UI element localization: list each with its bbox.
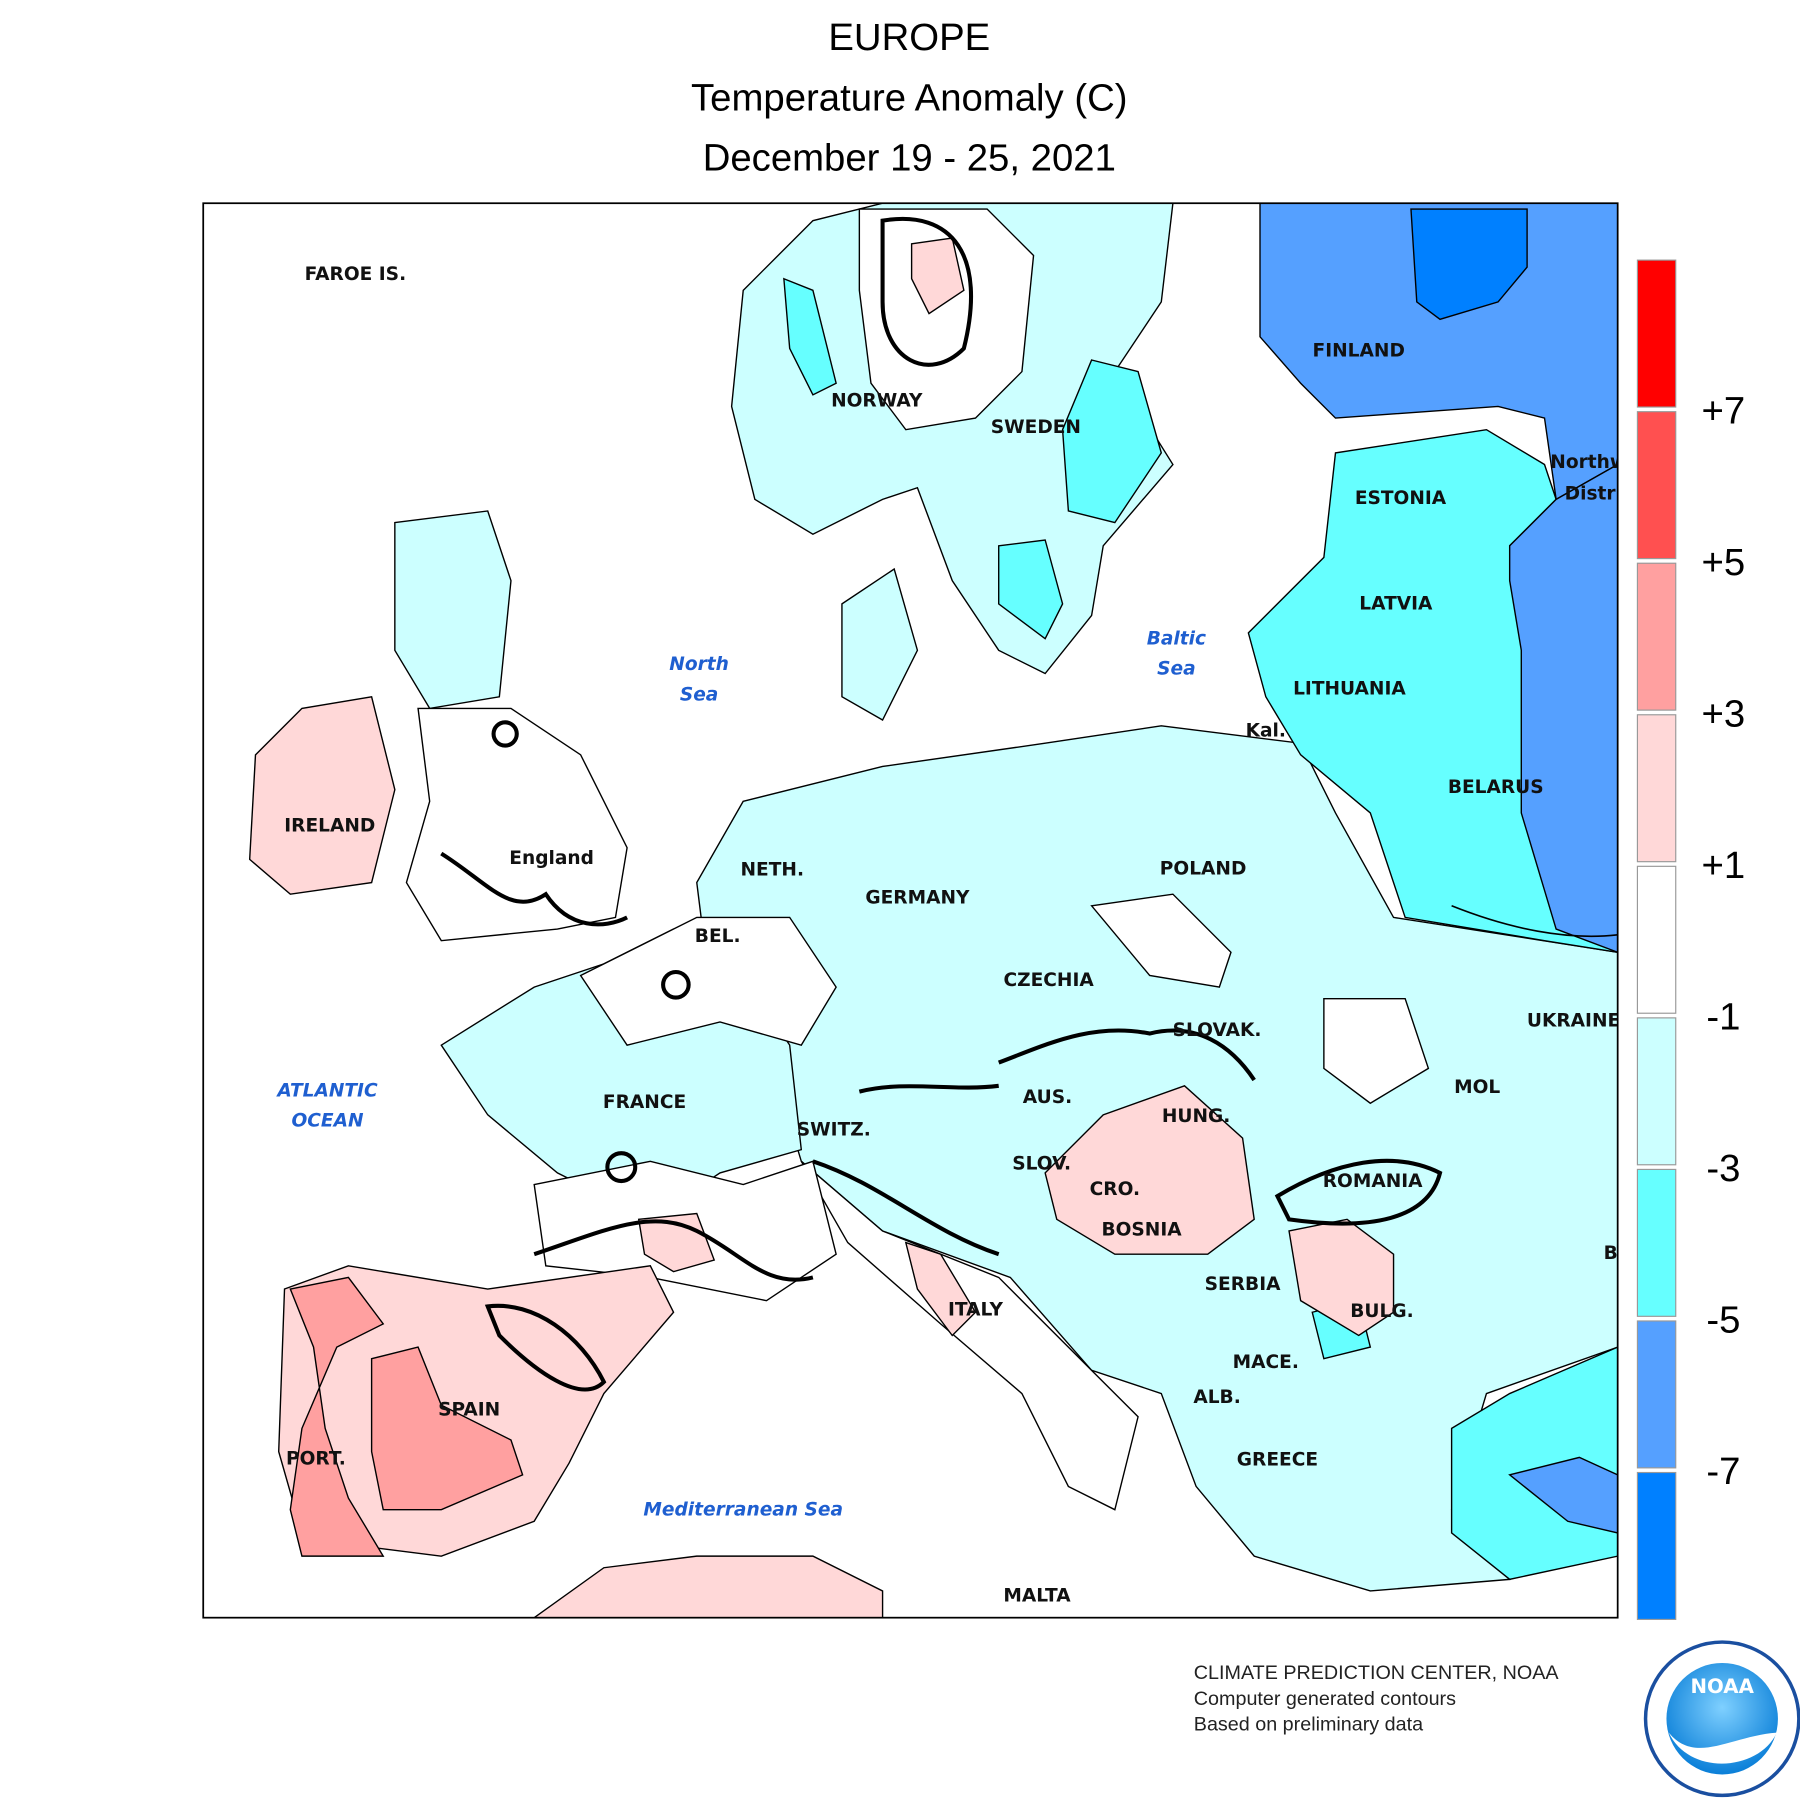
country-label: AUS. <box>1023 1087 1072 1108</box>
country-label: BEL. <box>695 926 741 947</box>
country-label: BULG. <box>1350 1301 1413 1322</box>
legend-swatch <box>1636 411 1677 560</box>
country-label: SERBIA <box>1205 1274 1281 1295</box>
country-label: CRO. <box>1090 1179 1140 1200</box>
anomaly-plus3-5 <box>289 1276 524 1557</box>
country-label: SWITZ. <box>797 1120 871 1141</box>
country-label: SWEDEN <box>991 417 1081 438</box>
map-frame <box>202 202 1619 1619</box>
water-label: Baltic <box>1147 629 1206 650</box>
water-label: Sea <box>680 684 719 705</box>
legend-swatch <box>1636 865 1677 1014</box>
water-label: OCEAN <box>291 1110 363 1131</box>
legend-label: -5 <box>1706 1299 1740 1342</box>
water-label: Sea <box>1157 659 1196 680</box>
country-label: England <box>509 848 594 869</box>
legend-label: +1 <box>1702 844 1746 887</box>
legend-swatch <box>1636 259 1677 408</box>
country-label: SLOV. <box>1012 1153 1071 1174</box>
legend-label: -7 <box>1706 1450 1740 1493</box>
country-label: BOSNIA <box>1101 1220 1182 1241</box>
country-label: LITHUANIA <box>1293 678 1406 699</box>
country-label: IRELAND <box>284 815 375 836</box>
country-label: FRANCE <box>603 1092 686 1113</box>
legend-swatch <box>1636 1168 1677 1317</box>
footer: CLIMATE PREDICTION CENTER, NOAA Computer … <box>1194 1662 1560 1735</box>
footer-line: Computer generated contours <box>1194 1688 1456 1710</box>
country-label: Northw <box>1550 452 1627 473</box>
region-title: EUROPE <box>828 16 990 59</box>
country-label: HUNG. <box>1162 1106 1231 1127</box>
legend-label: -1 <box>1706 995 1740 1038</box>
country-label: FINLAND <box>1313 341 1405 362</box>
country-label: SLOVAK. <box>1173 1020 1262 1041</box>
legend-swatch <box>1636 1471 1677 1620</box>
map: FAROE IS. NORWAY SWEDEN FINLAND ESTONIA LATVI… <box>203 203 1627 1618</box>
country-label: SPAIN <box>438 1400 500 1421</box>
legend-label: +3 <box>1702 692 1746 735</box>
water-label: North <box>669 654 729 675</box>
logo-text: NOAA <box>1691 1675 1755 1698</box>
country-label: GREECE <box>1237 1450 1318 1471</box>
noaa-logo: NOAA <box>1643 1640 1800 1798</box>
water-label: ATLANTIC <box>275 1080 378 1101</box>
map-labels: FAROE IS. NORWAY SWEDEN FINLAND ESTONIA LATVI… <box>275 264 1627 1607</box>
country-label: ROMANIA <box>1323 1171 1423 1192</box>
country-label: Kal. <box>1246 720 1286 741</box>
legend-label: -3 <box>1706 1147 1740 1190</box>
country-label: ESTONIA <box>1355 488 1447 509</box>
map-title: Temperature Anomaly (C) <box>691 76 1127 119</box>
country-label: PORT. <box>286 1448 346 1469</box>
country-label: B <box>1604 1243 1618 1264</box>
legend: +7 +5 +3 +1 -1 -3 -5 -7 <box>1636 259 1746 1620</box>
country-label: ALB. <box>1193 1387 1240 1408</box>
anomaly-minus5-7 <box>1259 203 1618 1534</box>
country-label: ITALY <box>948 1300 1003 1321</box>
country-label: Distri <box>1565 483 1622 504</box>
legend-swatch <box>1636 1320 1677 1469</box>
country-label: POLAND <box>1160 858 1247 879</box>
contours <box>440 217 1618 1392</box>
period: December 19 - 25, 2021 <box>703 137 1116 180</box>
footer-line: Based on preliminary data <box>1194 1713 1423 1735</box>
legend-label: +5 <box>1702 541 1746 584</box>
country-label: MOL <box>1454 1077 1500 1098</box>
legend-swatch <box>1636 1017 1677 1166</box>
country-label: BELARUS <box>1448 777 1544 798</box>
country-label: MALTA <box>1003 1585 1071 1606</box>
country-label: NETH. <box>740 860 804 881</box>
legend-swatch <box>1636 714 1677 863</box>
country-label: GERMANY <box>865 887 970 908</box>
country-label: LATVIA <box>1359 594 1433 615</box>
country-label: CZECHIA <box>1004 970 1095 991</box>
legend-label: +7 <box>1702 389 1746 432</box>
country-label: FAROE IS. <box>305 264 407 285</box>
legend-swatch <box>1636 562 1677 711</box>
water-label: Mediterranean Sea <box>643 1499 843 1520</box>
anomaly-below-7 <box>1410 208 1528 321</box>
country-label: NORWAY <box>831 390 923 411</box>
country-label: MACE. <box>1233 1352 1299 1373</box>
country-label: UKRAINE <box>1527 1011 1620 1032</box>
footer-line: CLIMATE PREDICTION CENTER, NOAA <box>1194 1662 1560 1684</box>
